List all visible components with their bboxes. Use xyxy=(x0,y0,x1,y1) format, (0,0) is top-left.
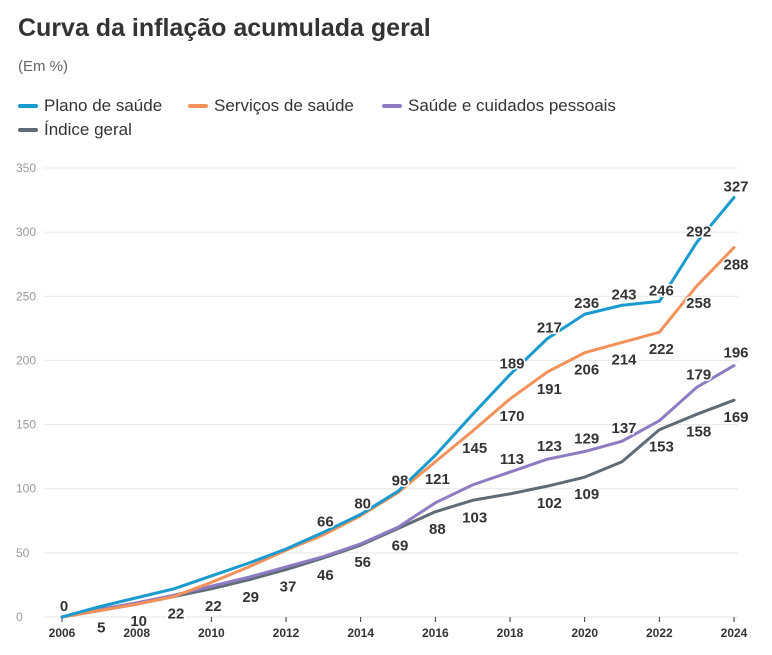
y-tick-label: 150 xyxy=(16,418,36,432)
legend-item-indice-geral[interactable]: Índice geral xyxy=(18,120,132,140)
data-label: 66 xyxy=(317,513,334,530)
data-label: 137 xyxy=(611,420,636,437)
data-label: 179 xyxy=(686,366,711,383)
data-label: 80 xyxy=(354,495,371,512)
data-label: 0 xyxy=(60,598,68,615)
legend-label: Saúde e cuidados pessoais xyxy=(408,96,616,115)
data-label: 214 xyxy=(611,351,637,368)
legend-label: Índice geral xyxy=(44,120,132,139)
data-label: 243 xyxy=(611,286,636,303)
data-label: 56 xyxy=(354,554,371,571)
data-label: 69 xyxy=(392,537,409,554)
x-tick-label: 2008 xyxy=(123,626,150,640)
y-tick-label: 250 xyxy=(16,289,36,303)
x-tick-label: 2018 xyxy=(497,626,524,640)
x-tick-label: 2010 xyxy=(198,626,225,640)
x-axis-ticks: 2006 2008 2010 2012 2014 2016 2018 2020 2022 2024 xyxy=(49,617,748,640)
legend-item-saude-e-cuidados-pessoais[interactable]: Saúde e cuidados pessoais xyxy=(382,96,616,116)
y-axis-ticks: 0 50 100 150 200 250 300 350 xyxy=(16,161,36,624)
data-label: 16 xyxy=(168,605,185,622)
x-tick-label: 2006 xyxy=(49,626,76,640)
data-label: 102 xyxy=(537,495,562,512)
data-label: 292 xyxy=(686,223,711,240)
data-label: 22 xyxy=(168,605,185,622)
data-label: 327 xyxy=(723,179,748,196)
x-tick-label: 2012 xyxy=(273,626,300,640)
data-label: 206 xyxy=(574,362,599,379)
chart-title: Curva da inflação acumulada geral xyxy=(18,14,431,42)
grid-lines xyxy=(44,167,738,618)
data-label: 22 xyxy=(205,598,222,615)
legend-item-servicos-de-saude[interactable]: Serviços de saúde xyxy=(188,96,354,116)
x-tick-label: 2014 xyxy=(347,626,374,640)
data-label: 98 xyxy=(392,472,409,489)
data-label: 158 xyxy=(686,423,711,440)
legend-label: Plano de saúde xyxy=(44,96,163,115)
legend-item-plano-de-saude[interactable]: Plano de saúde xyxy=(18,96,162,116)
series-line-0[interactable] xyxy=(60,196,736,619)
data-label: 170 xyxy=(499,408,524,425)
data-label: 103 xyxy=(462,509,487,526)
x-tick-label: 2020 xyxy=(571,626,598,640)
x-tick-label: 2022 xyxy=(646,626,673,640)
data-label: 191 xyxy=(537,381,562,398)
data-label: 189 xyxy=(499,356,524,373)
data-label: 246 xyxy=(649,282,674,299)
legend-swatch xyxy=(382,104,402,108)
data-label: 236 xyxy=(574,295,599,312)
chart-subtitle: (Em %) xyxy=(18,58,68,75)
data-label: 46 xyxy=(317,567,334,584)
data-label: 121 xyxy=(425,471,450,488)
legend-swatch xyxy=(18,104,38,108)
data-label: 5 xyxy=(97,620,105,637)
y-tick-label: 200 xyxy=(16,353,36,367)
data-label: 153 xyxy=(649,439,674,456)
data-label: 145 xyxy=(462,440,487,457)
data-label: 109 xyxy=(574,486,599,503)
data-label: 222 xyxy=(649,341,674,358)
data-label: 217 xyxy=(537,320,562,337)
data-label: 258 xyxy=(686,295,711,312)
data-label: 113 xyxy=(500,451,524,468)
y-tick-label: 300 xyxy=(16,225,36,239)
data-label: 123 xyxy=(537,438,562,455)
data-label: 37 xyxy=(280,579,297,596)
legend-swatch xyxy=(18,128,38,132)
data-label: 88 xyxy=(429,521,446,538)
x-tick-label: 2016 xyxy=(422,626,449,640)
legend-swatch xyxy=(188,104,208,108)
data-label: 10 xyxy=(130,613,147,630)
legend-label: Serviços de saúde xyxy=(214,96,354,115)
x-tick-label: 2024 xyxy=(721,626,748,640)
y-tick-label: 350 xyxy=(16,161,36,175)
data-label: 196 xyxy=(723,345,748,362)
data-label: 29 xyxy=(242,589,259,606)
y-tick-label: 100 xyxy=(16,482,36,496)
data-label: 169 xyxy=(723,409,748,426)
data-label: 288 xyxy=(723,257,748,274)
y-tick-label: 50 xyxy=(16,546,30,560)
data-label: 129 xyxy=(574,431,599,448)
series-lines xyxy=(60,196,736,619)
y-tick-label: 0 xyxy=(16,610,23,624)
